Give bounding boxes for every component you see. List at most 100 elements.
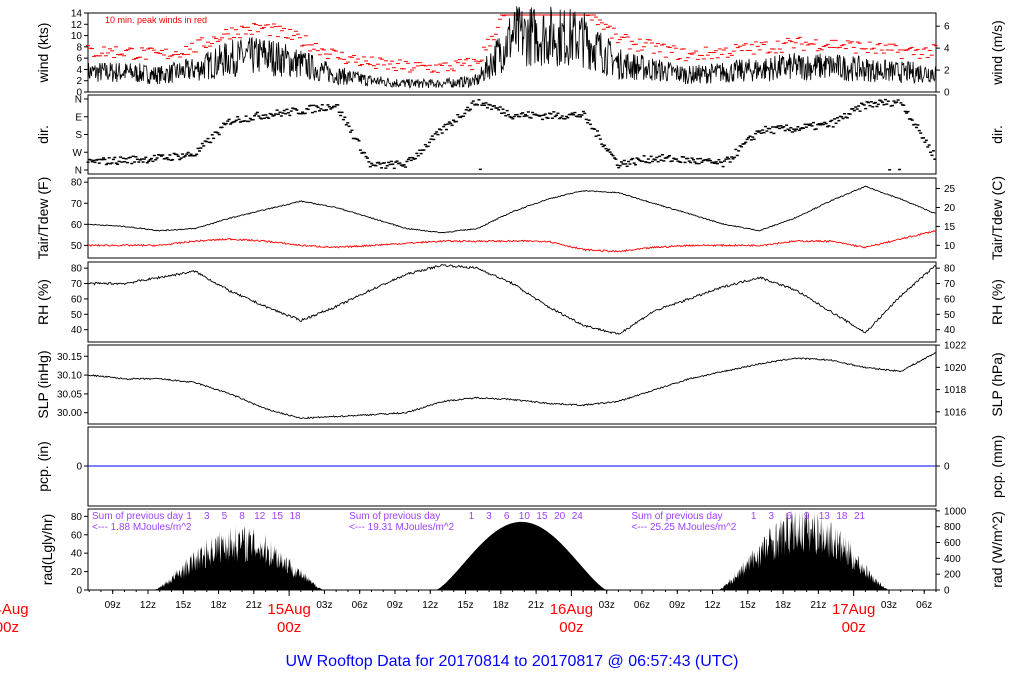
- wind-ytick-label: 10: [71, 31, 83, 42]
- rad-ytick-label: 0: [76, 586, 82, 597]
- rh-ytick-label: 70: [71, 279, 83, 290]
- rh-ytick-right-label: 50: [944, 310, 956, 321]
- x-tick-label: 12z: [422, 600, 438, 611]
- rad-hour-label: 9: [804, 511, 810, 522]
- x-day-sub-label: 00z: [277, 619, 301, 636]
- temp-ytick-label: 70: [71, 199, 83, 210]
- chart-title: UW Rooftop Data for 20170814 to 20170817…: [286, 653, 739, 670]
- rh-ytick-right-label: 70: [944, 279, 956, 290]
- wind-ytick-label: 8: [76, 42, 82, 53]
- x-tick-label: 18z: [210, 600, 226, 611]
- rad-sum-value: <--- 25.25 MJoules/m^2: [631, 522, 736, 533]
- x-day-label: 14Aug: [0, 601, 29, 618]
- rh-ytick-label: 50: [71, 310, 83, 321]
- slp-ytick-right-label: 1022: [944, 341, 967, 352]
- rad-sum-label: Sum of previous day: [92, 511, 183, 522]
- pcp-ylabel-right: pcp. (mm): [989, 435, 1005, 498]
- wind-ytick-label: 2: [76, 76, 82, 87]
- slp-ytick-label: 30.05: [57, 389, 82, 400]
- rad-ytick-right-label: 200: [944, 570, 961, 581]
- wind-ytick-label: 12: [71, 20, 83, 31]
- temp-ytick-right-label: 15: [944, 222, 956, 233]
- temp-ytick-right-label: 20: [944, 203, 956, 214]
- rad-hour-label: 1: [751, 511, 757, 522]
- wind-ytick-right-label: 0: [944, 88, 950, 99]
- rh-ytick-label: 60: [71, 294, 83, 305]
- panel-slp: SLP (inHg) SLP (hPa) 30.00 30.05 30.10 30.15 1…: [35, 341, 1005, 425]
- temp-tdew-line: [87, 229, 936, 253]
- rad-hour-label: 3: [769, 511, 775, 522]
- slp-ytick-label: 30.15: [57, 352, 82, 363]
- rad-hour-label: 3: [486, 511, 492, 522]
- rh-ytick-right-label: 80: [944, 264, 956, 275]
- slp-ytick-right-label: 1020: [944, 363, 967, 374]
- x-tick-label: 09z: [387, 600, 403, 611]
- rad-area: [88, 510, 936, 590]
- x-tick-label: 15z: [457, 600, 473, 611]
- rad-hour-label: 6: [504, 511, 510, 522]
- dir-points: [86, 98, 937, 171]
- x-tick-label: 15z: [740, 600, 756, 611]
- dir-ytick-label: S: [75, 130, 82, 141]
- rad-ytick-right-label: 800: [944, 522, 961, 533]
- x-tick-label: 15z: [175, 600, 191, 611]
- rad-hour-label: 15: [272, 511, 284, 522]
- pcp-ytick-label: 0: [76, 462, 82, 473]
- rad-sum-label: Sum of previous day: [349, 511, 440, 522]
- wind-frame: [87, 12, 937, 93]
- pcp-ylabel: pcp. (in): [35, 441, 51, 492]
- slp-ytick-label: 30.10: [57, 371, 82, 382]
- rh-ytick-label: 40: [71, 325, 83, 336]
- rad-hour-label: 3: [204, 511, 210, 522]
- wind-ylabel-right: wind (m/s): [989, 20, 1005, 86]
- temp-ylabel-right: Tair/Tdew (C): [989, 176, 1005, 260]
- wind-ytick-right-label: 2: [944, 66, 950, 77]
- dir-ylabel: dir.: [35, 125, 51, 144]
- x-day-sub-label: 00z: [0, 619, 19, 636]
- x-day-label: 15Aug: [267, 601, 310, 618]
- x-tick-label: 18z: [775, 600, 791, 611]
- x-day-sub-label: 00z: [842, 619, 866, 636]
- rad-ytick-right-label: 600: [944, 538, 961, 549]
- slp-ylabel: SLP (inHg): [35, 350, 51, 418]
- dir-ylabel-right: dir.: [989, 125, 1005, 144]
- wind-ytick-right-label: 4: [944, 44, 950, 55]
- wind-ytick-right-label: 6: [944, 22, 950, 33]
- rad-ytick-right-label: 0: [944, 586, 950, 597]
- temp-ytick-label: 60: [71, 220, 83, 231]
- x-tick-label: 09z: [105, 600, 121, 611]
- temp-ytick-label: 80: [71, 178, 83, 189]
- slp-slp-line: [87, 352, 936, 420]
- x-tick-label: 21z: [528, 600, 544, 611]
- wind-mean-line: [87, 6, 937, 89]
- slp-ylabel-right: SLP (hPa): [989, 352, 1005, 416]
- x-tick-label: 12z: [704, 600, 720, 611]
- wind-annotation: 10 min. peak winds in red: [105, 15, 207, 25]
- rh-frame: [87, 261, 937, 343]
- rh-ytick-right-label: 40: [944, 325, 956, 336]
- slp-frame: [87, 344, 937, 425]
- rh-rh-line: [87, 263, 937, 335]
- rad-hour-label: 1: [469, 511, 475, 522]
- x-tick-label: 06z: [634, 600, 650, 611]
- x-tick-label: 03z: [316, 600, 332, 611]
- wind-ytick-label: 6: [76, 54, 82, 65]
- x-tick-label: 21z: [246, 600, 262, 611]
- slp-ytick-label: 30.00: [57, 408, 82, 419]
- x-day-sub-label: 00z: [559, 619, 583, 636]
- wind-peaks: [86, 14, 938, 73]
- temp-ytick-label: 50: [71, 241, 83, 252]
- rh-ytick-label: 80: [71, 264, 83, 275]
- panel-rh: RH (%) RH (%) 40 50 60 70 80 40 50 60 70 80: [35, 261, 1005, 343]
- x-tick-label: 21z: [810, 600, 826, 611]
- x-tick-label: 06z: [916, 600, 932, 611]
- rad-ytick-right-label: 1000: [944, 506, 967, 517]
- rad-ytick-label: 80: [71, 512, 83, 523]
- rad-hour-label: 6: [786, 511, 792, 522]
- temp-frame: [87, 177, 937, 259]
- x-day-label: 16Aug: [550, 601, 593, 618]
- x-tick-label: 06z: [352, 600, 368, 611]
- slp-ytick-right-label: 1018: [944, 385, 967, 396]
